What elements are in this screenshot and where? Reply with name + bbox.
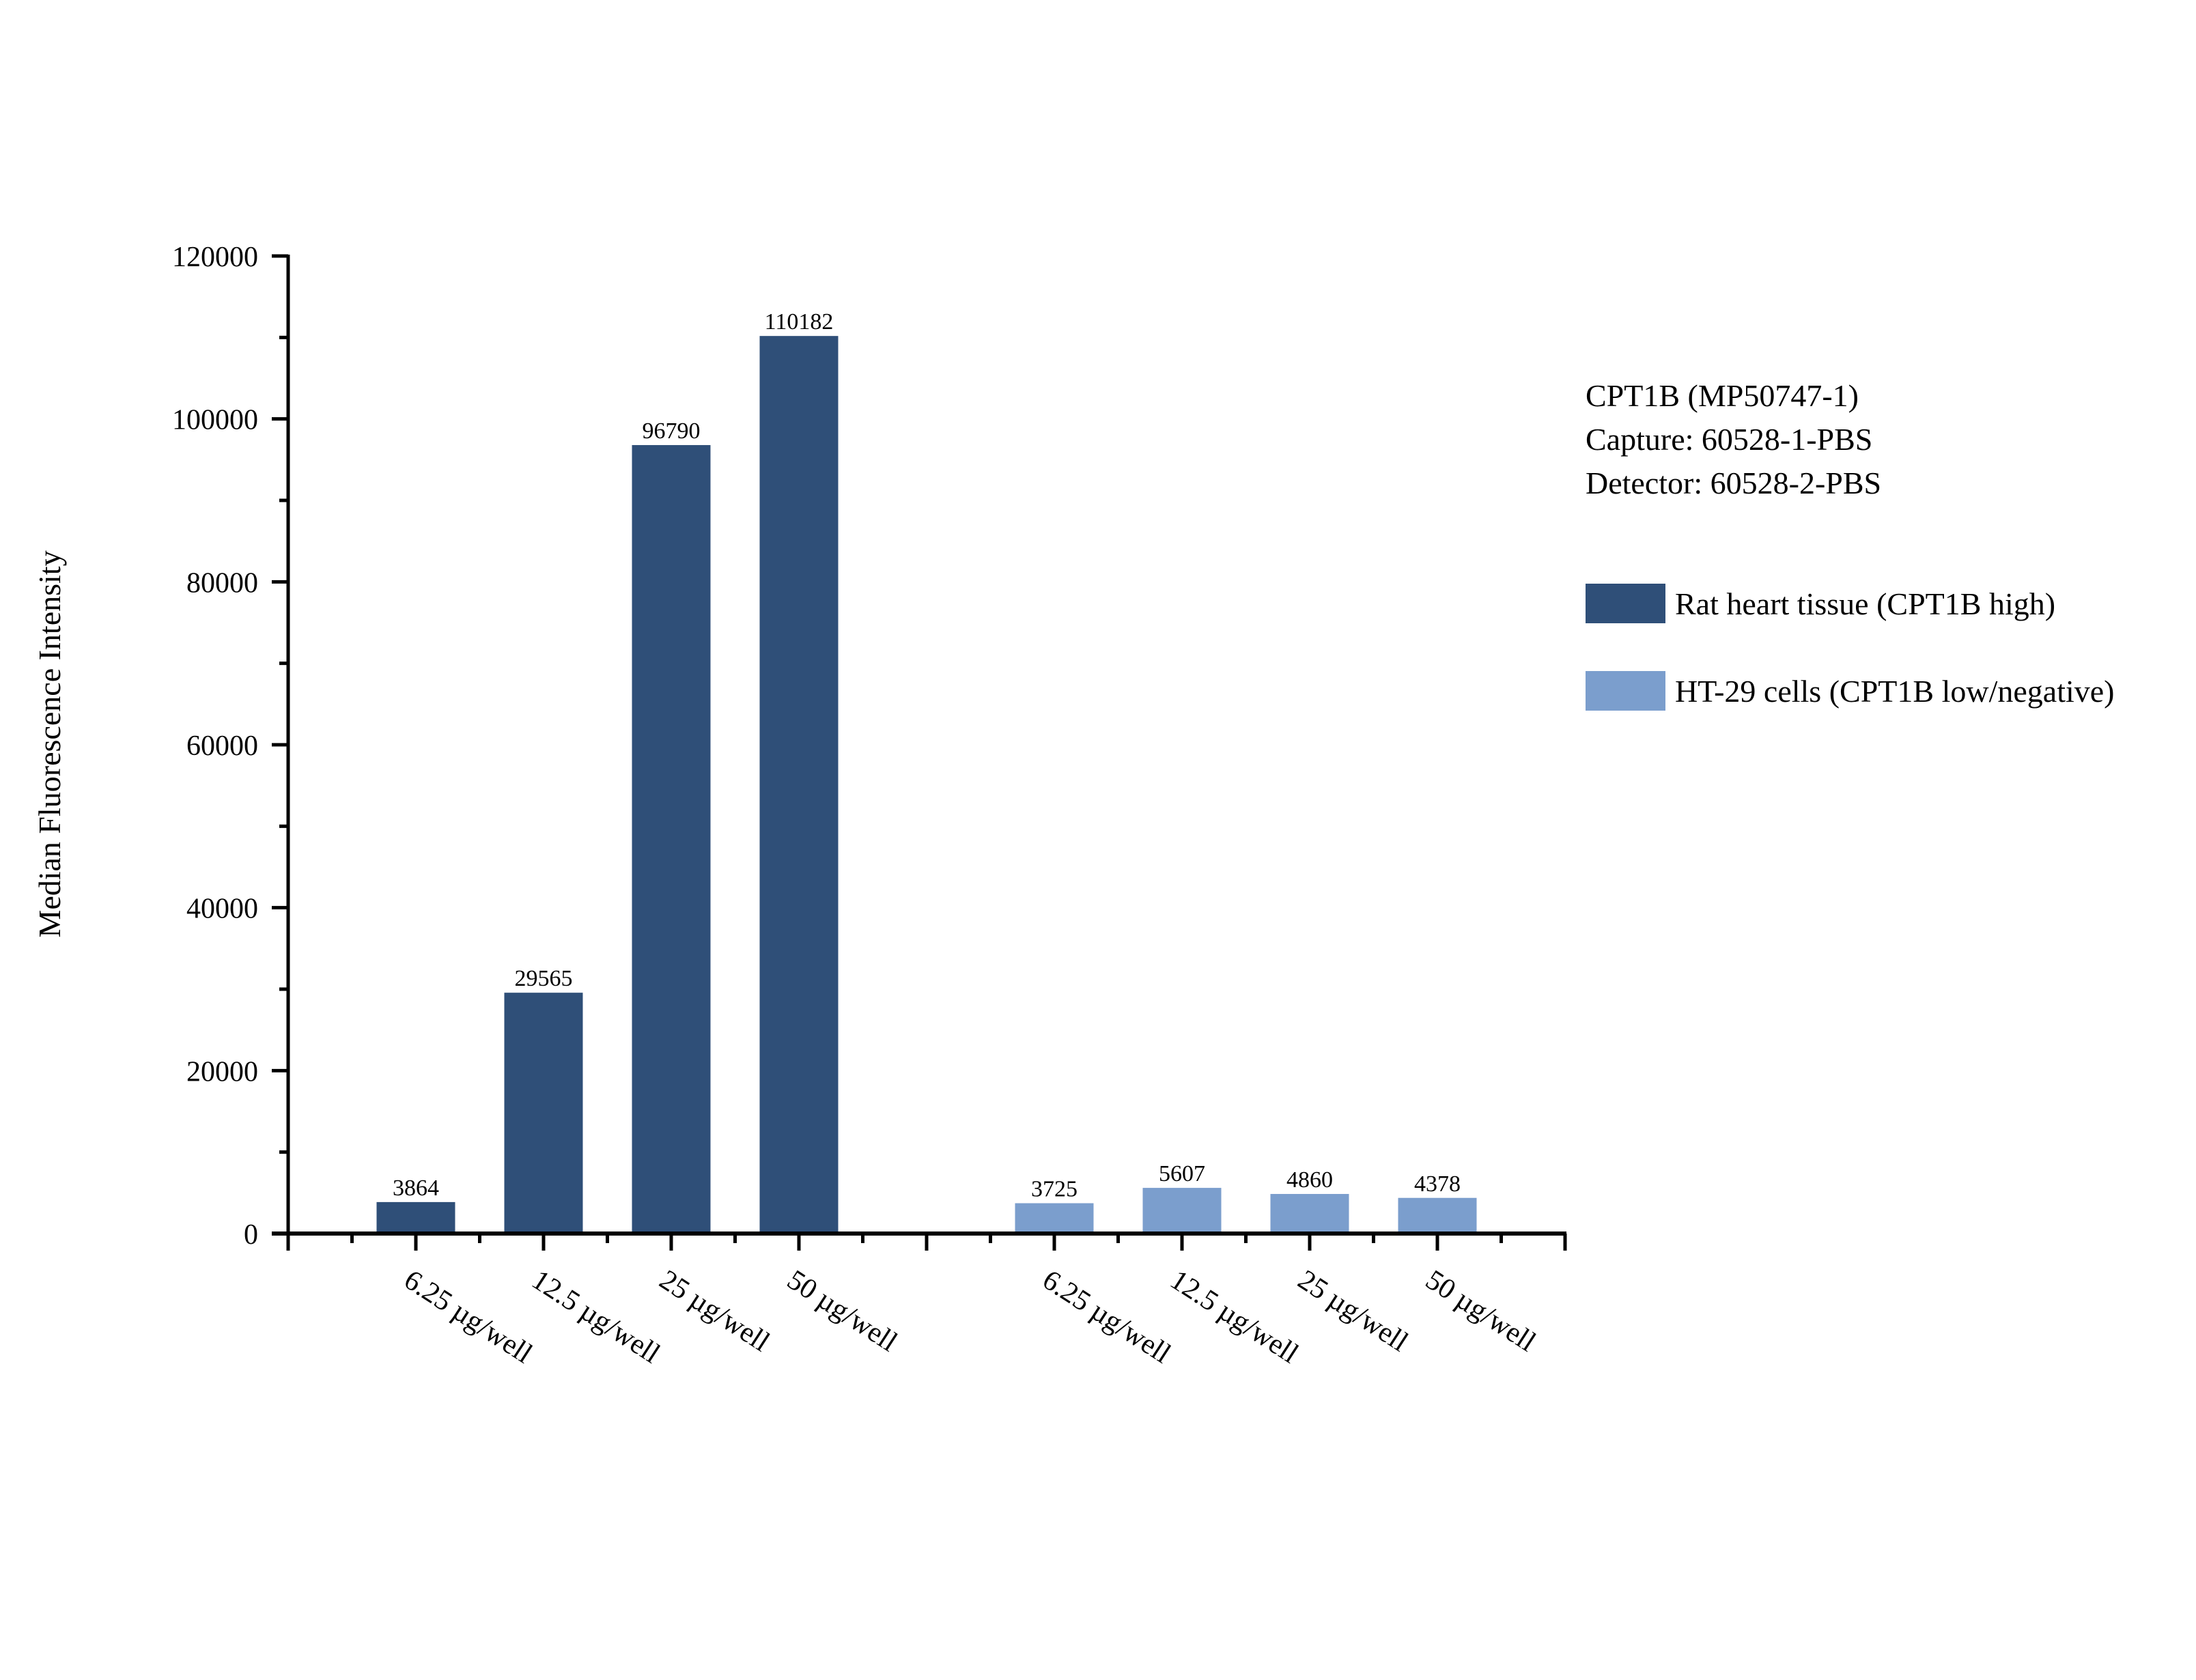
bar-value-label: 110182 [765, 309, 834, 334]
chart-annotation: CPT1B (MP50747-1) Capture: 60528-1-PBS D… [1586, 374, 1881, 505]
bar [1270, 1194, 1349, 1231]
x-category-label: 50 µg/well [1420, 1264, 1541, 1358]
x-category-label: 6.25 µg/well [1037, 1264, 1177, 1370]
legend-label: HT-29 cells (CPT1B low/negative) [1675, 673, 2115, 709]
y-axis: 0 20000 40000 60000 80000 100000 120000 [172, 242, 290, 1251]
y-tick-label: 120000 [172, 242, 258, 273]
bar [759, 336, 839, 1231]
x-category-label: 25 µg/well [654, 1264, 775, 1358]
bar [376, 1201, 455, 1231]
bar [1142, 1188, 1222, 1231]
y-tick-label: 60000 [186, 730, 258, 762]
legend-item-ht29: HT-29 cells (CPT1B low/negative) [1586, 671, 2114, 711]
bars: 3864 29565 96790 110182 3725 5607 4860 4378 [376, 309, 1477, 1231]
legend-item-rat-heart: Rat heart tissue (CPT1B high) [1586, 584, 2055, 623]
bar [632, 444, 711, 1231]
annotation-antibody: CPT1B (MP50747-1) [1586, 378, 1859, 413]
bar-value-label: 4378 [1414, 1171, 1461, 1197]
legend-label: Rat heart tissue (CPT1B high) [1675, 586, 2056, 621]
bar [1015, 1203, 1094, 1231]
x-axis [272, 1231, 1567, 1251]
bar-value-label: 3725 [1031, 1177, 1078, 1202]
x-category-label: 50 µg/well [782, 1264, 903, 1358]
annotation-capture: Capture: 60528-1-PBS [1586, 422, 1873, 457]
annotation-detector: Detector: 60528-2-PBS [1586, 466, 1882, 500]
bar [504, 993, 583, 1231]
y-tick-label: 0 [244, 1219, 258, 1251]
bar-value-label: 4860 [1286, 1167, 1333, 1193]
bar [1398, 1197, 1477, 1231]
x-category-label: 25 µg/well [1293, 1264, 1413, 1358]
y-tick-label: 80000 [186, 567, 258, 599]
y-axis-label: Median Fluorescence Intensity [32, 550, 67, 937]
bar-value-label: 5607 [1159, 1161, 1205, 1186]
x-category-label: 12.5 µg/well [1165, 1264, 1304, 1370]
y-tick-label: 40000 [186, 894, 258, 925]
x-category-label: 12.5 µg/well [526, 1264, 666, 1370]
bar-value-label: 96790 [643, 418, 701, 444]
x-category-label: 6.25 µg/well [399, 1264, 538, 1370]
bar-value-label: 3864 [393, 1176, 439, 1201]
y-tick-label: 20000 [186, 1056, 258, 1087]
legend-swatch-light-blue [1586, 671, 1665, 711]
y-tick-label: 100000 [172, 405, 258, 436]
legend-swatch-dark-blue [1586, 584, 1665, 623]
bar-value-label: 29565 [515, 966, 573, 991]
